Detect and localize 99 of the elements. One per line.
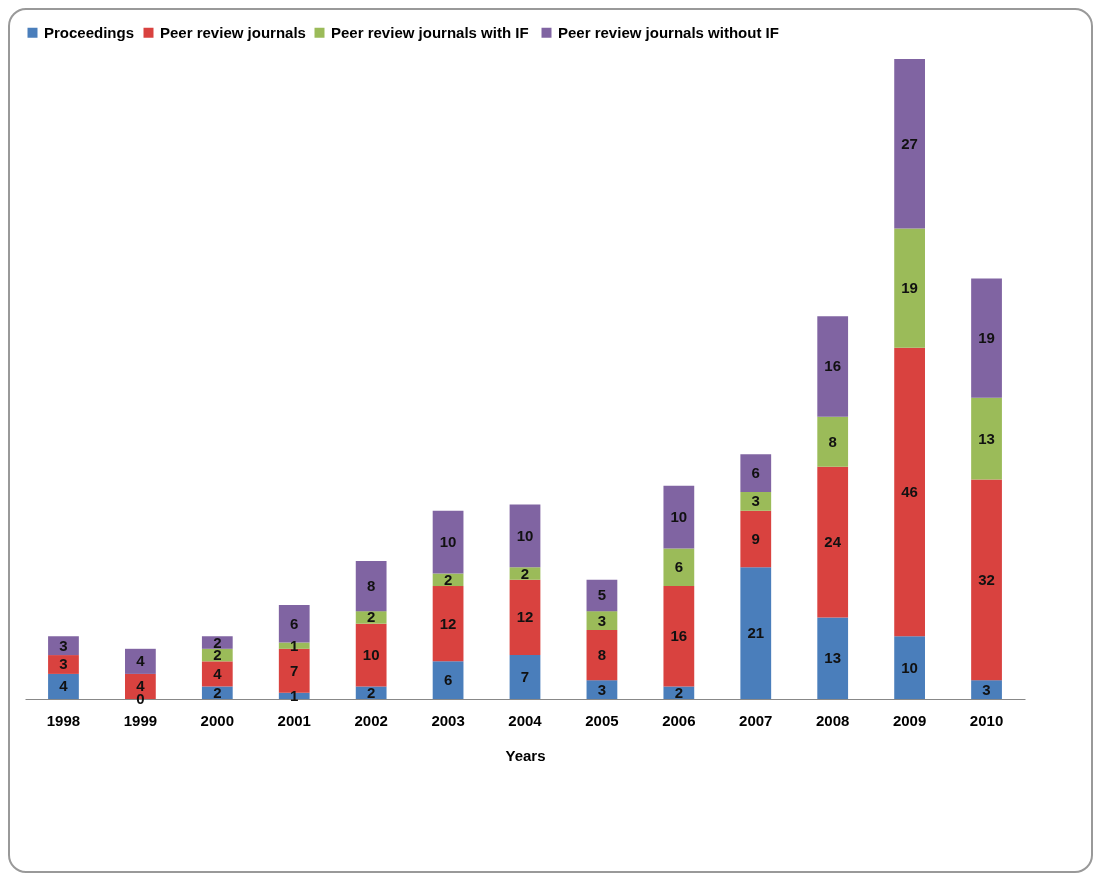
data-label: 2 [443,570,453,588]
data-label: 7 [290,661,299,679]
bar [509,579,541,656]
bar [740,567,772,699]
bar [48,673,79,699]
bar [48,636,79,656]
bar [432,586,464,662]
data-label: 6 [674,558,684,576]
data-label: 4 [213,664,223,682]
data-label: 3 [751,492,760,510]
x-tick-label: 2004 [508,711,543,729]
data-label: 4 [136,652,146,670]
x-tick-label: 2001 [277,711,311,729]
data-label: 3 [597,680,607,698]
legend-label: Peer review journals [160,23,306,41]
bar [817,416,849,467]
bar [894,636,925,699]
legend-label: Peer review journals with IF [331,23,529,41]
data-label: 19 [901,279,918,297]
data-label: 12 [516,608,534,626]
data-label: 13 [824,649,842,667]
data-label: 3 [597,611,607,629]
data-label: 3 [59,636,68,654]
data-label: 6 [443,671,453,689]
bar [740,454,772,492]
bar [971,278,1002,398]
data-label: 7 [520,668,530,686]
bar [432,661,464,699]
data-label: 10 [439,533,457,551]
bar [586,579,618,612]
bar [817,466,849,618]
bar [48,655,79,674]
data-label: 46 [901,482,918,500]
data-label: 10 [516,526,534,544]
x-tick-label: 1998 [46,711,81,729]
bar [663,548,695,587]
bar [894,347,925,637]
bar [894,59,925,229]
data-label: 6 [290,614,299,632]
data-label: 4 [59,677,69,695]
bar [586,629,618,681]
data-label: 24 [824,533,842,551]
x-axis-title: Years [505,746,546,764]
bar [432,510,464,574]
data-label: 5 [597,586,607,604]
bar [740,491,772,511]
data-label: 6 [751,464,760,482]
x-tick-label: 2003 [431,711,465,729]
data-label: 10 [670,508,688,526]
data-label: 8 [828,432,837,450]
bar [355,560,387,612]
bar [971,479,1002,681]
x-tick-label: 2002 [354,711,388,729]
data-label: 8 [366,577,376,595]
data-label: 2 [213,683,222,701]
bar [817,617,849,699]
legend-label: Proceedings [44,23,135,41]
x-tick-label: 2009 [892,711,927,729]
bar [740,510,772,568]
data-label: 10 [362,646,380,664]
data-label: 2 [213,633,222,651]
bar [971,680,1002,699]
x-tick-label: 2005 [585,711,619,729]
bar [355,623,387,687]
data-label: 16 [824,357,842,375]
bar [663,586,695,687]
data-label: 12 [439,614,457,632]
bar [278,604,310,643]
bar [817,316,849,417]
data-label: 13 [978,429,995,447]
data-label: 16 [670,627,688,645]
bar [894,228,925,348]
data-label: 9 [751,530,760,547]
x-tick-label: 2006 [662,711,696,729]
data-label: 4 [136,677,146,695]
x-tick-label: 2010 [969,711,1004,729]
bar [509,655,541,699]
data-label: 10 [901,658,918,676]
data-label: 8 [597,646,607,664]
data-label: 19 [978,329,995,347]
bar [201,661,233,687]
data-label: 3 [982,680,991,698]
legend-label: Peer review journals without IF [558,23,779,41]
data-label: 2 [366,683,376,701]
data-label: 21 [747,624,765,642]
data-label: 27 [901,134,918,152]
bar [663,485,695,549]
bar [125,648,156,674]
x-tick-label: 2007 [739,711,773,729]
data-label: 2 [366,608,376,626]
x-tick-label: 1999 [123,711,158,729]
data-label: 3 [59,655,68,673]
bar [509,504,541,568]
data-label: 2 [674,683,684,701]
data-label: 32 [978,570,995,588]
bar [971,397,1002,480]
x-tick-label: 2008 [816,711,850,729]
data-label: 2 [520,564,530,582]
x-tick-label: 2000 [200,711,234,729]
